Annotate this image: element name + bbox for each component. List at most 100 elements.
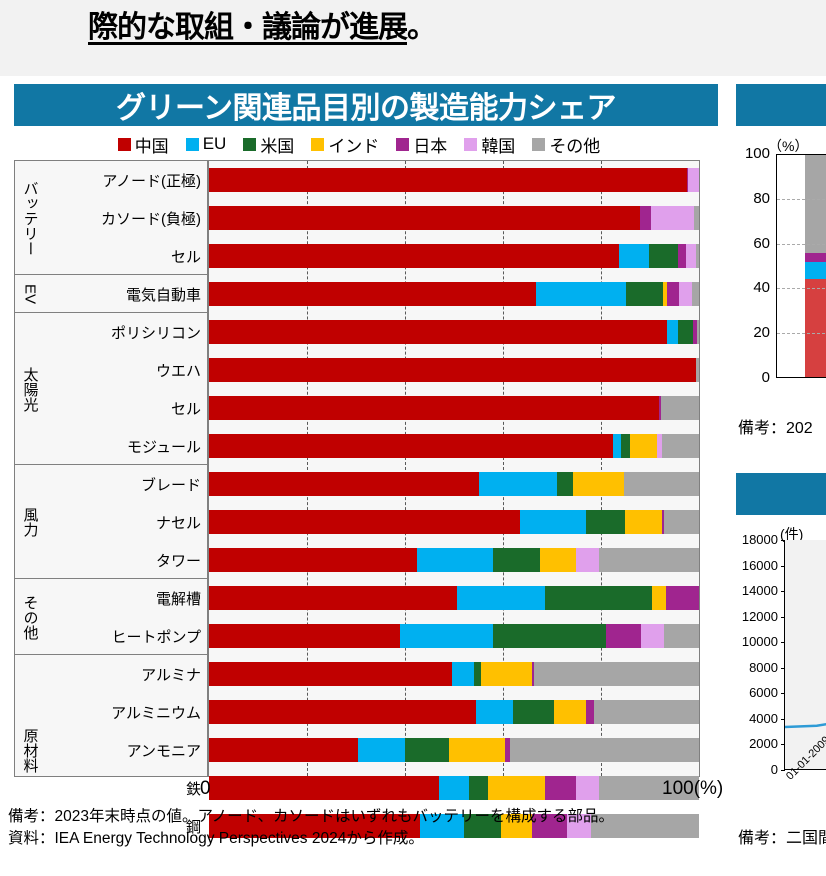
bar-segment-インド	[488, 776, 545, 800]
bar-row	[209, 434, 699, 458]
bar-segment-日本	[605, 624, 641, 648]
gridline-60	[503, 161, 504, 776]
bar-segment-EU	[618, 244, 650, 268]
bar-segment-中国	[209, 206, 641, 230]
bar-segment-その他	[695, 358, 699, 382]
row-label: ヒートポンプ	[111, 628, 201, 646]
row-label: アルミニウム	[111, 704, 201, 722]
bar-segment-韓国	[678, 282, 692, 306]
bar-segment-日本	[532, 662, 534, 686]
right-chart2-tick: 8000	[749, 659, 778, 675]
bar-track	[209, 738, 699, 762]
bar-segment-EU	[613, 434, 621, 458]
bar-segment-中国	[209, 282, 537, 306]
bar-segment-日本	[666, 282, 679, 306]
category-row-labels: ブレード ナセル タワー	[45, 465, 207, 578]
bar-row	[209, 814, 699, 838]
bar-segment-その他	[624, 472, 699, 496]
top-banner: 際的な取組・議論が進展。	[0, 0, 826, 76]
legend-swatch-icon	[185, 137, 199, 151]
bar-segment-中国	[209, 358, 696, 382]
bar-segment-EU	[520, 510, 587, 534]
right-chart2-note: 備考：二国間	[738, 830, 826, 847]
bar-segment-日本	[666, 586, 699, 610]
bar-segment-米国	[493, 548, 540, 572]
bar-segment-EU	[419, 814, 464, 838]
right-chart2-tick: 18000	[741, 532, 778, 547]
category-row-labels: 電気自動車	[45, 275, 207, 312]
row-label: 鉄	[185, 780, 201, 798]
right-column-clipped: （%） 100 80 60 40 20 0 備考：202 (件) 備考：二国間 18000…	[736, 84, 826, 876]
bar-segment-中国	[209, 434, 614, 458]
bar-segment-その他	[598, 776, 699, 800]
bar-row	[209, 548, 699, 572]
legend-label: 中国	[134, 136, 169, 156]
right-chart2-tick: 12000	[741, 608, 778, 624]
bar-segment-その他	[598, 548, 699, 572]
gridline-40	[405, 161, 406, 776]
right-chart1-tick: 20	[753, 324, 770, 342]
bar-row	[209, 320, 699, 344]
bar-track	[209, 624, 699, 648]
bar-track	[209, 282, 699, 306]
bar-segment-インド	[652, 586, 667, 610]
bar-segment-中国	[209, 586, 458, 610]
right-chart2-tickmark	[781, 616, 785, 618]
category-group-label: 風力	[21, 507, 39, 537]
bar-segment-EU	[358, 738, 405, 762]
category-group-label: その他	[21, 594, 39, 640]
bar-segment-インド	[572, 472, 624, 496]
right-chart2-tickmark	[781, 565, 785, 567]
bar-segment-韓国	[651, 206, 694, 230]
bar-segment-インド	[500, 814, 533, 838]
right-chart2-plot	[781, 540, 826, 771]
bar-segment-その他	[533, 662, 699, 686]
bar-segment-日本	[532, 814, 567, 838]
right-chart2-tick: 16000	[741, 557, 778, 573]
right-chart1-tick: 40	[753, 279, 770, 297]
legend-item-3: インド	[311, 132, 379, 157]
legend-item-2: 米国	[243, 132, 294, 157]
bar-track	[209, 700, 699, 724]
category-group-label: 原材料	[21, 727, 39, 773]
right-chart1-segment	[805, 252, 826, 262]
bar-segment-EU	[457, 586, 545, 610]
legend-item-0: 中国	[117, 132, 169, 157]
bar-segment-その他	[693, 206, 699, 230]
chart-notes: 備考：2023年末時点の値。アノード、カソードはいずれもバッテリーを構成する部品…	[8, 806, 708, 850]
plot-area	[207, 161, 699, 838]
bar-segment-インド	[480, 662, 533, 686]
manufacturing-share-panel: グリーン関連品目別の製造能力シェア 中国 EU 米国 インド 日本 韓国 その他 バッテリー…	[0, 84, 723, 876]
right-panel-2-title	[736, 473, 826, 515]
legend-label: 韓国	[481, 136, 516, 156]
legend-item-5: 韓国	[464, 132, 515, 157]
bar-row	[209, 738, 699, 762]
right-chart2-tickmark	[781, 744, 785, 746]
bar-segment-米国	[463, 814, 501, 838]
bar-segment-その他	[697, 320, 699, 344]
bar-segment-米国	[556, 472, 573, 496]
bar-segment-韓国	[685, 244, 697, 268]
right-chart1-gridline	[777, 288, 826, 290]
bar-segment-EU	[478, 472, 557, 496]
bar-segment-韓国	[566, 814, 592, 838]
right-chart2-tickmark	[781, 540, 785, 541]
right-chart2-tickmark	[781, 591, 785, 593]
bar-segment-日本	[678, 244, 686, 268]
bar-segment-韓国	[640, 624, 665, 648]
bar-segment-米国	[473, 662, 481, 686]
bar-segment-EU	[476, 700, 513, 724]
bar-track	[209, 244, 699, 268]
bar-segment-その他	[661, 396, 699, 420]
bar-segment-EU	[451, 662, 474, 686]
right-chart2-tick: 2000	[749, 736, 778, 752]
bar-segment-EU	[439, 776, 469, 800]
bar-segment-日本	[662, 510, 665, 534]
bar-segment-その他	[696, 244, 699, 268]
bar-row	[209, 282, 699, 306]
bar-track	[209, 814, 699, 838]
right-chart1-segment	[805, 261, 826, 280]
bar-segment-その他	[664, 624, 699, 648]
bar-segment-中国	[209, 624, 401, 648]
row-label: 電気自動車	[125, 286, 201, 304]
